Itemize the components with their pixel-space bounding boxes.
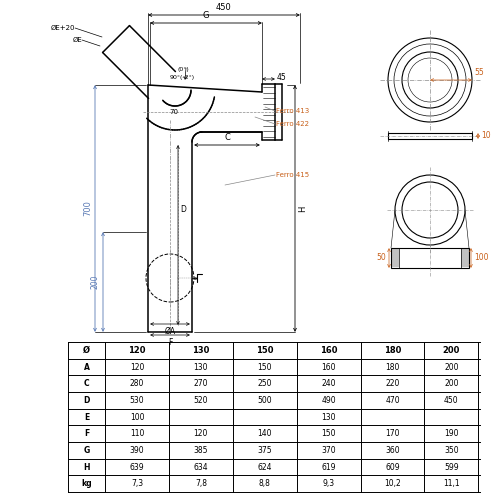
Text: H: H — [298, 206, 307, 212]
Text: 120: 120 — [130, 362, 144, 372]
Text: 360: 360 — [385, 446, 400, 455]
Text: 150: 150 — [322, 429, 336, 438]
Text: 624: 624 — [258, 462, 272, 471]
Text: H: H — [84, 462, 90, 471]
Text: 10: 10 — [481, 132, 490, 140]
Text: 450: 450 — [216, 3, 232, 12]
Text: 140: 140 — [258, 429, 272, 438]
Text: C: C — [224, 133, 230, 142]
Text: 110: 110 — [130, 429, 144, 438]
Text: 200: 200 — [444, 362, 458, 372]
Text: 490: 490 — [322, 396, 336, 405]
Text: 634: 634 — [194, 462, 208, 471]
Text: 170: 170 — [385, 429, 400, 438]
Text: 160: 160 — [322, 362, 336, 372]
Text: 390: 390 — [130, 446, 144, 455]
Text: 470: 470 — [385, 396, 400, 405]
Text: 70: 70 — [170, 109, 178, 115]
Text: 500: 500 — [258, 396, 272, 405]
Text: F: F — [168, 338, 172, 347]
Text: 250: 250 — [258, 379, 272, 388]
Text: 350: 350 — [444, 446, 458, 455]
Text: 55: 55 — [474, 68, 484, 77]
Text: 7,3: 7,3 — [131, 479, 143, 488]
Text: 200: 200 — [91, 275, 100, 289]
Text: 530: 530 — [130, 396, 144, 405]
Bar — [399, 248, 461, 268]
Text: 130: 130 — [194, 362, 208, 372]
Text: 280: 280 — [130, 379, 144, 388]
Text: (0°): (0°) — [178, 68, 190, 72]
Text: 450: 450 — [444, 396, 458, 405]
Text: D: D — [180, 206, 186, 214]
Text: 90°(-2°): 90°(-2°) — [170, 76, 195, 80]
Text: 9,3: 9,3 — [322, 479, 334, 488]
Text: 370: 370 — [322, 446, 336, 455]
Text: 240: 240 — [322, 379, 336, 388]
Text: G: G — [203, 11, 209, 20]
Text: C: C — [84, 379, 89, 388]
Text: 120: 120 — [194, 429, 208, 438]
Text: E: E — [84, 412, 89, 422]
Text: 50: 50 — [376, 254, 386, 262]
Text: 130: 130 — [192, 346, 210, 355]
Text: 200: 200 — [442, 346, 460, 355]
Bar — [388, 133, 472, 139]
Text: Ferro 422: Ferro 422 — [276, 121, 309, 127]
Text: 120: 120 — [128, 346, 146, 355]
Text: F: F — [84, 429, 89, 438]
Text: Ferro 413: Ferro 413 — [276, 108, 309, 114]
Text: 520: 520 — [194, 396, 208, 405]
Text: 45: 45 — [277, 74, 287, 82]
Text: kg: kg — [81, 479, 92, 488]
Text: ØA: ØA — [164, 327, 175, 336]
Text: 270: 270 — [194, 379, 208, 388]
Text: 11,1: 11,1 — [443, 479, 460, 488]
Text: 220: 220 — [386, 379, 400, 388]
Text: D: D — [84, 396, 89, 405]
Text: 609: 609 — [385, 462, 400, 471]
Text: 100: 100 — [474, 254, 488, 262]
Text: ØE+20: ØE+20 — [50, 25, 75, 31]
Text: ØE: ØE — [72, 37, 82, 43]
Text: 619: 619 — [322, 462, 336, 471]
Text: 7,8: 7,8 — [195, 479, 207, 488]
Text: 700: 700 — [83, 200, 92, 216]
Text: 200: 200 — [444, 379, 458, 388]
Text: A: A — [84, 362, 89, 372]
Text: 150: 150 — [258, 362, 272, 372]
Text: 375: 375 — [258, 446, 272, 455]
Text: 190: 190 — [444, 429, 458, 438]
Text: 599: 599 — [444, 462, 458, 471]
Text: G: G — [84, 446, 89, 455]
Text: Ø: Ø — [83, 346, 90, 355]
Text: Ferro 415: Ferro 415 — [276, 172, 309, 178]
Text: 10,2: 10,2 — [384, 479, 401, 488]
Text: 180: 180 — [386, 362, 400, 372]
Text: 130: 130 — [322, 412, 336, 422]
Bar — [391, 248, 469, 268]
Text: 8,8: 8,8 — [259, 479, 270, 488]
Text: 150: 150 — [256, 346, 274, 355]
Text: 639: 639 — [130, 462, 144, 471]
Text: 160: 160 — [320, 346, 338, 355]
Text: 180: 180 — [384, 346, 401, 355]
Text: 100: 100 — [130, 412, 144, 422]
Text: 385: 385 — [194, 446, 208, 455]
